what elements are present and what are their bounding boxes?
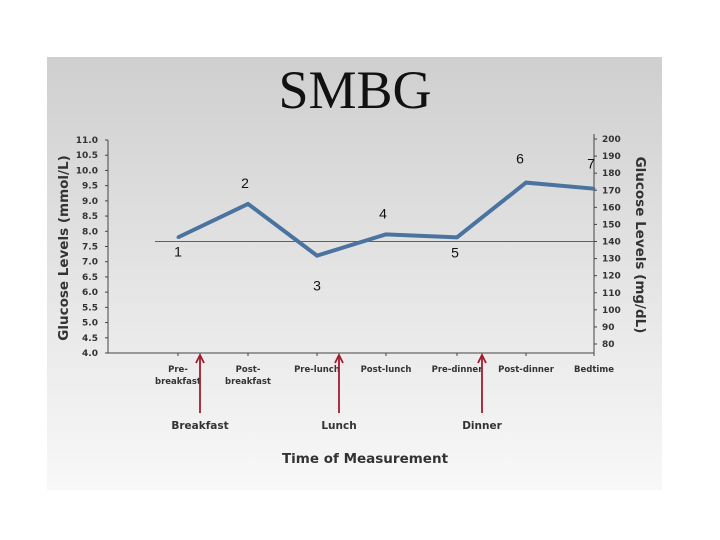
y-tick-label: 8.0 [82, 227, 98, 237]
y2-tick-label: 180 [602, 169, 621, 179]
y2-tick-label: 190 [602, 152, 621, 162]
y-tick-label: 11.0 [76, 136, 98, 146]
chart-title: SMBG [278, 60, 431, 120]
data-point [524, 181, 528, 185]
arrow-up-icon [195, 352, 205, 364]
data-point [176, 235, 180, 239]
y2-tick-label: 140 [602, 238, 621, 248]
y2-tick-label: 90 [602, 323, 615, 333]
data-point [592, 187, 596, 191]
y-tick-label: 9.5 [82, 182, 98, 192]
point-label: 7 [587, 156, 595, 172]
y2-tick-label: 200 [602, 135, 621, 145]
meal-label: Dinner [462, 420, 502, 432]
meal-arrow-breakfast: Breakfast [171, 352, 229, 432]
y-tick-label: 10.0 [76, 166, 98, 176]
y-tick-label: 10.5 [76, 151, 98, 161]
data-point [315, 254, 319, 258]
x-tick-label: Post-lunch [361, 365, 412, 375]
x-tick-label: Pre-dinner [432, 365, 484, 375]
data-point [455, 235, 459, 239]
y-tick-label: 7.0 [82, 258, 98, 268]
y2-axis-label: Glucose Levels (mg/dL) [632, 157, 648, 334]
arrow-up-icon [334, 352, 344, 364]
point-label: 3 [313, 278, 321, 294]
x-tick-label: Bedtime [574, 365, 614, 375]
chart-background [47, 57, 662, 490]
y2-tick-label: 130 [602, 255, 621, 265]
point-label: 6 [516, 151, 524, 167]
y-tick-label: 8.5 [82, 212, 98, 222]
arrow-up-icon [477, 352, 487, 364]
point-label: 2 [241, 175, 249, 191]
meal-arrow-lunch: Lunch [321, 352, 357, 432]
meal-label: Lunch [321, 420, 356, 432]
y-axis-label: Glucose Levels (mmol/L) [56, 155, 72, 340]
x-axis-label: Time of Measurement [282, 451, 449, 467]
point-label: 4 [379, 205, 387, 221]
y-tick-label: 4.0 [82, 349, 98, 359]
y2-tick-label: 150 [602, 220, 621, 230]
y-tick-label: 6.5 [82, 273, 98, 283]
y-tick-label: 4.5 [82, 334, 98, 344]
y2-tick-label: 100 [602, 306, 621, 316]
y-tick-label: 7.5 [82, 243, 98, 253]
x-tick-label: breakfast [155, 377, 201, 387]
point-label: 1 [174, 243, 182, 259]
x-tick-label: Post-dinner [498, 365, 555, 375]
y2-tick-label: 120 [602, 272, 621, 282]
data-point [246, 202, 250, 206]
point-label: 5 [451, 244, 459, 260]
meal-label: Breakfast [171, 420, 228, 432]
data-point [384, 232, 388, 236]
x-tick-label: Pre- [168, 365, 188, 375]
x-tick-label: Pre-lunch [294, 365, 340, 375]
y-tick-label: 9.0 [82, 197, 98, 207]
y-tick-label: 6.0 [82, 288, 98, 298]
y2-tick-label: 110 [602, 289, 621, 299]
meal-arrow-dinner: Dinner [462, 352, 503, 432]
x-tick-label: breakfast [225, 377, 271, 387]
y-tick-label: 5.5 [82, 303, 98, 313]
x-tick-label: Post- [236, 365, 261, 375]
y2-tick-label: 170 [602, 186, 621, 196]
y2-tick-label: 160 [602, 203, 621, 213]
y-tick-label: 5.0 [82, 319, 98, 329]
y2-tick-label: 80 [602, 340, 615, 350]
